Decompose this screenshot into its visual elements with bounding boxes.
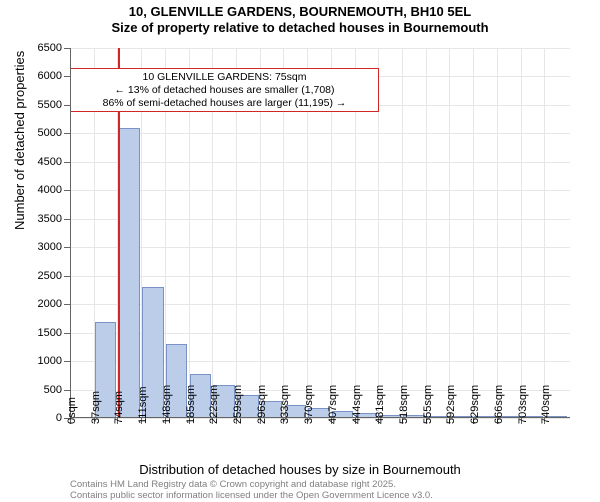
y-tick-label: 3500 — [38, 213, 62, 225]
x-tick-label: 666sqm — [493, 385, 505, 424]
y-tick — [64, 276, 70, 277]
y-gridline — [70, 247, 570, 248]
y-tick — [64, 304, 70, 305]
property-annotation-box: 10 GLENVILLE GARDENS: 75sqm← 13% of deta… — [70, 68, 379, 112]
y-tick — [64, 162, 70, 163]
x-tick-label: 407sqm — [327, 385, 339, 424]
y-tick-label: 1000 — [38, 355, 62, 367]
y-tick-label: 6000 — [38, 70, 62, 82]
annotation-larger-line: 86% of semi-detached houses are larger (… — [77, 97, 372, 110]
y-tick-label: 0 — [56, 412, 62, 424]
y-tick — [64, 105, 70, 106]
y-axis-label: Number of detached properties — [12, 51, 27, 230]
x-tick-label: 629sqm — [469, 385, 481, 424]
y-tick — [64, 247, 70, 248]
y-tick — [64, 219, 70, 220]
x-tick-label: 740sqm — [540, 385, 552, 424]
annotation-smaller-line: ← 13% of detached houses are smaller (1,… — [77, 84, 372, 97]
y-gridline — [70, 190, 570, 191]
x-tick-label: 185sqm — [185, 385, 197, 424]
y-tick — [64, 390, 70, 391]
histogram-bar — [119, 128, 140, 418]
attribution-text: Contains HM Land Registry data © Crown c… — [70, 480, 433, 502]
attribution-line2: Contains public sector information licen… — [70, 491, 433, 502]
x-gridline — [402, 48, 403, 418]
x-gridline — [473, 48, 474, 418]
y-gridline — [70, 276, 570, 277]
x-tick-label: 259sqm — [232, 385, 244, 424]
y-tick-label: 3000 — [38, 241, 62, 253]
x-gridline — [449, 48, 450, 418]
x-tick-label: 592sqm — [445, 385, 457, 424]
y-tick-label: 2000 — [38, 298, 62, 310]
y-tick — [64, 76, 70, 77]
histogram-plot-area: 10 GLENVILLE GARDENS: 75sqm← 13% of deta… — [70, 48, 570, 418]
x-tick-label: 518sqm — [398, 385, 410, 424]
x-tick-label: 703sqm — [517, 385, 529, 424]
y-gridline — [70, 48, 570, 49]
x-tick-label: 74sqm — [113, 391, 125, 424]
x-tick-label: 111sqm — [137, 386, 149, 424]
y-tick-label: 6500 — [38, 42, 62, 54]
y-tick — [64, 48, 70, 49]
y-gridline — [70, 133, 570, 134]
chart-title-block: 10, GLENVILLE GARDENS, BOURNEMOUTH, BH10… — [0, 0, 600, 37]
y-gridline — [70, 162, 570, 163]
x-tick-label: 370sqm — [303, 385, 315, 424]
x-gridline — [521, 48, 522, 418]
chart-title-line1: 10, GLENVILLE GARDENS, BOURNEMOUTH, BH10… — [0, 4, 600, 20]
x-tick-label: 222sqm — [208, 385, 220, 424]
chart-title-line2: Size of property relative to detached ho… — [0, 20, 600, 36]
y-tick-label: 5000 — [38, 127, 62, 139]
y-axis-line — [70, 48, 71, 418]
annotation-title: 10 GLENVILLE GARDENS: 75sqm — [77, 71, 372, 84]
y-tick-label: 1500 — [38, 327, 62, 339]
x-tick-label: 481sqm — [374, 385, 386, 424]
x-tick-label: 444sqm — [351, 385, 363, 424]
y-tick-label: 4000 — [38, 184, 62, 196]
y-tick — [64, 133, 70, 134]
y-tick — [64, 361, 70, 362]
x-gridline — [544, 48, 545, 418]
y-gridline — [70, 219, 570, 220]
x-tick-label: 555sqm — [422, 385, 434, 424]
x-gridline — [426, 48, 427, 418]
y-tick-label: 2500 — [38, 270, 62, 282]
y-tick-label: 5500 — [38, 99, 62, 111]
x-tick-label: 37sqm — [90, 391, 102, 424]
y-tick — [64, 190, 70, 191]
x-tick-label: 0sqm — [66, 397, 78, 424]
x-axis-label: Distribution of detached houses by size … — [0, 462, 600, 477]
x-tick-label: 296sqm — [256, 385, 268, 424]
x-gridline — [497, 48, 498, 418]
x-tick-label: 148sqm — [161, 385, 173, 424]
y-tick — [64, 333, 70, 334]
y-tick-label: 4500 — [38, 156, 62, 168]
x-tick-label: 333sqm — [279, 385, 291, 424]
y-tick-label: 500 — [44, 384, 62, 396]
